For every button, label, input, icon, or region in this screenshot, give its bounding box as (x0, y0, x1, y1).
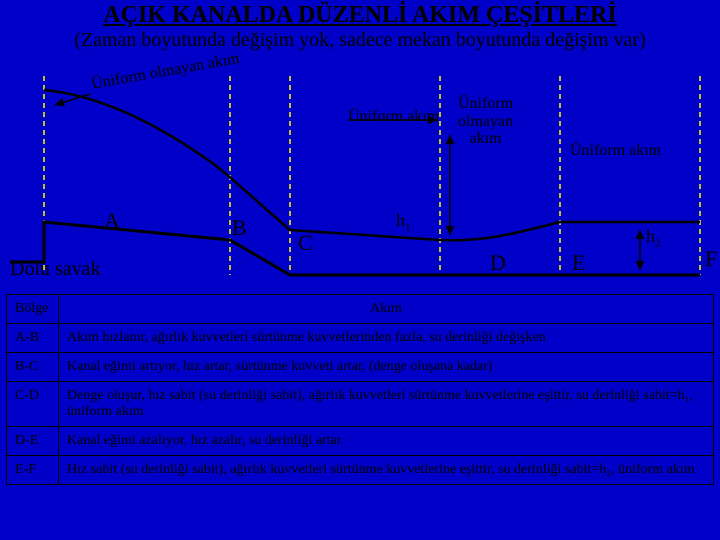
h1-label: h1 (396, 210, 411, 234)
diagram-svg (0, 70, 720, 280)
point-C: C (298, 230, 313, 256)
dolu-savak-label: Dolu savak (10, 258, 101, 281)
region-cell: C-D (7, 382, 59, 427)
region-table: Bölge Akım A-BAkım hızlanır, ağırlık kuv… (6, 294, 714, 485)
desc-cell: Kanal eğimi artıyor, hız artar, sürtünme… (59, 353, 714, 382)
page-subtitle: (Zaman boyutunda değişim yok, sadece mek… (12, 29, 708, 52)
h2-label: h2 (646, 226, 661, 250)
desc-cell: Akım hızlanır, ağırlık kuvvetleri sürtün… (59, 324, 714, 353)
desc-cell: Hız sabit (su derinliği sabit), ağırlık … (59, 456, 714, 485)
label-uniform-arrow: Üniform akım (348, 108, 439, 126)
col-flow: Akım (59, 295, 714, 324)
table-header-row: Bölge Akım (7, 295, 714, 324)
label-uniform-2: Üniform akım (570, 142, 661, 160)
region-cell: B-C (7, 353, 59, 382)
table-row: E-FHız sabit (su derinliği sabit), ağırl… (7, 456, 714, 485)
table-row: D-EKanal eğimi azalıyor, hız azalır, su … (7, 427, 714, 456)
table-row: A-BAkım hızlanır, ağırlık kuvvetleri sür… (7, 324, 714, 353)
flow-diagram: Üniform olmayan akım Üniform akım Ünifor… (0, 70, 720, 280)
desc-cell: Denge oluşur, hız sabit (su derinliği sa… (59, 382, 714, 427)
region-cell: D-E (7, 427, 59, 456)
table-row: B-CKanal eğimi artıyor, hız artar, sürtü… (7, 353, 714, 382)
point-F: F (705, 246, 717, 272)
region-cell: E-F (7, 456, 59, 485)
col-region: Bölge (7, 295, 59, 324)
label-nonuniform-3: Üniform olmayan akım (458, 95, 513, 148)
table-row: C-DDenge oluşur, hız sabit (su derinliği… (7, 382, 714, 427)
point-B: B (232, 215, 247, 241)
page-title: AÇIK KANALDA DÜZENLİ AKIM ÇEŞİTLERİ (12, 2, 708, 29)
region-cell: A-B (7, 324, 59, 353)
point-D: D (490, 250, 506, 276)
point-A: A (104, 208, 120, 234)
point-E: E (572, 250, 585, 276)
desc-cell: Kanal eğimi azalıyor, hız azalır, su der… (59, 427, 714, 456)
